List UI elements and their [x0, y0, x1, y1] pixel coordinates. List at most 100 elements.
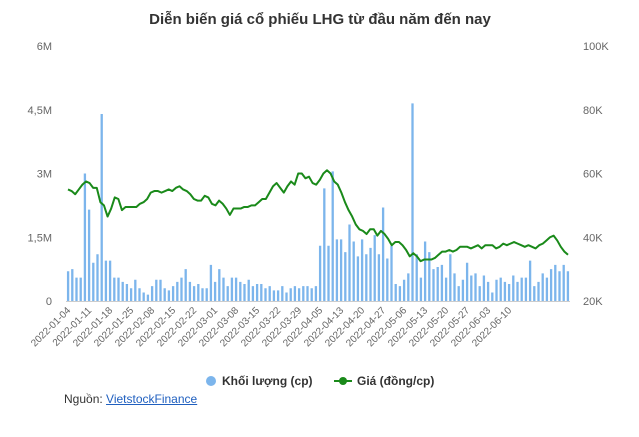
- volume-bar: [213, 281, 217, 302]
- volume-bar: [566, 271, 570, 301]
- volume-bar: [125, 284, 129, 301]
- volume-bar: [230, 277, 234, 302]
- volume-bar: [478, 286, 481, 302]
- volume-bar: [113, 277, 116, 302]
- volume-bar: [176, 281, 179, 302]
- volume-bar: [318, 245, 322, 301]
- volume-bar: [134, 279, 137, 301]
- volume-bar: [398, 286, 402, 302]
- volume-bar: [537, 281, 540, 302]
- volume-bar: [507, 284, 511, 301]
- volume-bar: [453, 273, 456, 302]
- legend-price-label[interactable]: Giá (đồng/cp): [357, 374, 434, 388]
- left-tick-label: 3M: [37, 169, 52, 181]
- volume-bar: [449, 254, 452, 301]
- volume-bar: [289, 288, 292, 301]
- legend-price-icon: [339, 377, 347, 385]
- legend[interactable]: Khối lượng (cp) Giá (đồng/cp): [206, 374, 434, 388]
- volume-bar: [180, 277, 183, 302]
- volume-bar: [222, 277, 225, 302]
- volume-bar: [499, 277, 502, 302]
- right-tick-label: 20K: [583, 296, 603, 308]
- volume-bar: [281, 286, 284, 302]
- volume-bar: [440, 264, 444, 302]
- volume-bar: [528, 260, 532, 302]
- volume-bar: [541, 273, 544, 302]
- chart-title: Diễn biến giá cổ phiếu LHG từ đầu năm đế…: [149, 11, 491, 28]
- volume-bar: [272, 290, 276, 302]
- volume-bar: [365, 254, 368, 301]
- volume-bar: [482, 275, 486, 301]
- volume-bar: [390, 245, 393, 301]
- volume-bar: [239, 281, 242, 302]
- volume-bar: [293, 286, 297, 302]
- volume-bar: [545, 277, 549, 302]
- volume-bar: [167, 290, 171, 302]
- right-axis: 20K 40K 60K 80K 100K: [583, 41, 609, 308]
- volume-bar: [142, 292, 145, 301]
- volume-bar: [192, 286, 196, 302]
- volume-bar: [461, 279, 465, 301]
- volume-bar: [247, 279, 250, 301]
- volume-bar: [96, 254, 99, 301]
- volume-bar: [524, 277, 528, 302]
- price-series-line: [67, 169, 569, 263]
- volume-bar: [75, 277, 78, 302]
- volume-bar: [520, 277, 523, 302]
- volume-bar: [327, 245, 330, 301]
- volume-bar: [331, 171, 334, 302]
- right-tick-label: 60K: [583, 169, 603, 181]
- left-tick-label: 4,5M: [28, 105, 52, 117]
- right-tick-label: 40K: [583, 232, 603, 244]
- volume-bar: [209, 264, 213, 302]
- volume-bar: [184, 269, 187, 302]
- volume-bar: [276, 290, 280, 302]
- volume-bar: [562, 264, 565, 302]
- legend-volume-label[interactable]: Khối lượng (cp): [222, 374, 313, 388]
- volume-bar: [171, 286, 175, 302]
- right-tick-label: 80K: [583, 105, 603, 117]
- volume-bar: [486, 281, 490, 302]
- volume-bar: [491, 292, 494, 301]
- volume-bar: [369, 247, 372, 302]
- volume-bar: [344, 252, 347, 302]
- volume-bar: [255, 284, 259, 301]
- volume-bar: [117, 277, 120, 302]
- left-axis: 0 1,5M 3M 4,5M 6M: [28, 41, 52, 308]
- volume-bar: [163, 288, 166, 301]
- volume-bar: [516, 281, 519, 302]
- volume-bar: [306, 286, 309, 302]
- volume-bar: [360, 239, 364, 302]
- volume-bar: [302, 286, 305, 302]
- source-link[interactable]: VietstockFinance: [106, 392, 198, 406]
- price-line: [67, 169, 569, 263]
- volume-bar: [314, 286, 318, 302]
- volume-bars: [66, 103, 570, 302]
- volume-bar: [297, 288, 301, 301]
- volume-bar: [234, 277, 238, 302]
- right-tick-label: 100K: [583, 41, 609, 53]
- volume-bar: [407, 273, 410, 302]
- volume-bar: [100, 114, 103, 301]
- volume-bar: [419, 277, 423, 302]
- volume-bar: [104, 260, 108, 302]
- volume-bar: [129, 288, 133, 301]
- volume-bar: [352, 241, 355, 301]
- volume-bar: [188, 281, 192, 302]
- volume-bar: [558, 271, 561, 301]
- legend-volume-icon: [206, 376, 216, 386]
- volume-bar: [339, 239, 343, 302]
- left-tick-label: 1,5M: [28, 232, 52, 244]
- volume-bar: [512, 275, 515, 301]
- volume-bar: [285, 292, 288, 301]
- volume-bar: [251, 286, 255, 302]
- volume-bar: [415, 254, 418, 301]
- volume-bar: [264, 288, 267, 301]
- volume-bar: [386, 258, 389, 301]
- volume-bar: [394, 284, 397, 301]
- volume-bar: [503, 281, 507, 302]
- volume-bar: [310, 288, 313, 301]
- volume-bar: [444, 277, 448, 302]
- source-label: Nguồn:: [64, 392, 107, 406]
